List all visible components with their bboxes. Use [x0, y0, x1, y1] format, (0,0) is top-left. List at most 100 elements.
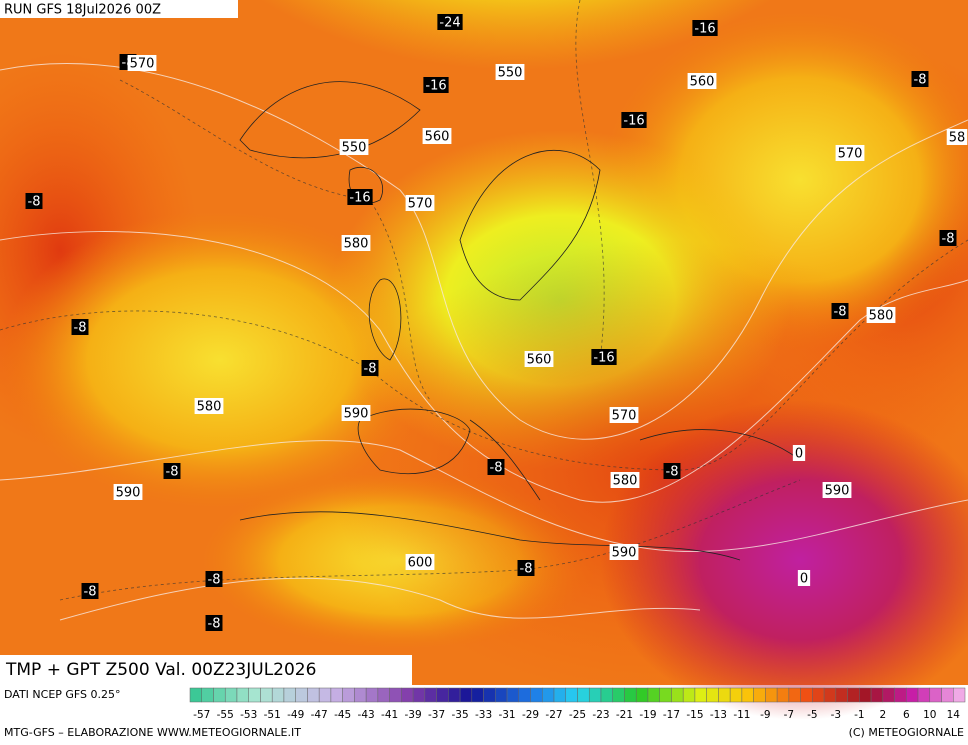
colorbar-label: -43 — [358, 709, 375, 721]
colorbar-swatch — [753, 687, 766, 703]
temperature-label-box — [487, 459, 505, 475]
colorbar-swatch — [377, 687, 390, 703]
colorbar-swatch — [741, 687, 754, 703]
height-label: 560 — [690, 75, 715, 90]
colorbar-swatch — [495, 687, 508, 703]
temperature-label-box — [205, 615, 223, 631]
height-label-box — [835, 145, 865, 161]
temperature-label: -8 — [490, 461, 503, 476]
colorbar-swatch — [917, 687, 931, 703]
temperature-label-box — [591, 349, 617, 365]
colorbar-swatch — [776, 687, 790, 703]
footer-right: (C) METEOGIORNALE — [849, 726, 964, 739]
height-label-box — [194, 398, 224, 414]
height-label: 0 — [795, 447, 803, 462]
colorbar-swatch — [213, 687, 226, 703]
colorbar-swatch — [307, 687, 320, 703]
height-label: 590 — [612, 546, 637, 561]
colorbar-swatch — [342, 687, 355, 703]
colorbar-swatch — [929, 687, 942, 703]
colorbar-swatch — [635, 687, 649, 703]
temperature-contours — [0, 0, 968, 601]
map: -24-16-16-16-16-8-8-8-8-8-8-8-16-8-8-8-8… — [0, 0, 968, 720]
colorbar-swatch — [506, 687, 520, 703]
colorbar-label: -35 — [451, 709, 468, 721]
height-label-box — [946, 129, 968, 145]
height-label: 580 — [197, 400, 222, 415]
height-label: 58 — [949, 131, 966, 146]
colorbar-swatch — [682, 687, 696, 703]
colorbar-swatch — [859, 687, 872, 703]
colorbar-label: -57 — [193, 709, 210, 721]
height-label-box — [341, 405, 371, 421]
colorbar-swatch — [729, 687, 743, 703]
colorbar-swatch — [624, 687, 637, 703]
temperature-label: -16 — [349, 191, 370, 206]
colorbar-label: -49 — [287, 709, 304, 721]
temperature-label: -8 — [208, 617, 221, 632]
colorbar-swatch — [471, 687, 484, 703]
temperature-label: -24 — [439, 16, 460, 31]
map-labels: -24 -16 -16 -16 -16 -8 -8 -8 -8 -8 -8 -8 -16 -8 -8 -8 -8… — [25, 14, 968, 632]
temperature-label-box — [663, 463, 681, 479]
height-label: 580 — [869, 309, 894, 324]
map-title: TMP + GPT Z500 Val. 00Z23JUL2026 — [5, 660, 316, 680]
temperature-label: -8 — [834, 305, 847, 320]
height-label: 560 — [425, 130, 450, 145]
colorbar-label: -51 — [264, 709, 281, 721]
colorbar-swatch — [530, 687, 543, 703]
height-contours — [0, 63, 968, 621]
temperature-label-box — [361, 360, 379, 376]
height-label: 560 — [527, 353, 552, 368]
colorbar-label: -17 — [663, 709, 680, 721]
height-label: 580 — [613, 474, 638, 489]
temperature-label-box — [831, 303, 849, 319]
height-label: 570 — [130, 57, 155, 72]
colorbar-swatch — [236, 687, 249, 703]
colorbar-swatch — [459, 687, 473, 703]
height-label: 570 — [408, 197, 433, 212]
height-label-box — [610, 472, 640, 488]
colorbar-swatch — [765, 687, 778, 703]
colorbar-label: -1 — [854, 709, 864, 721]
colorbar-swatch — [894, 687, 907, 703]
temperature-label-box — [692, 20, 718, 36]
height-label-box — [113, 484, 143, 500]
colorbar-swatch — [588, 687, 602, 703]
colorbar-label: -37 — [428, 709, 445, 721]
height-label-box — [127, 55, 157, 71]
colorbar-swatch — [882, 687, 895, 703]
colorbar-swatch — [389, 687, 402, 703]
colorbar-label: -33 — [475, 709, 492, 721]
colorbar-swatch — [612, 687, 625, 703]
height-label-box — [341, 235, 371, 251]
colorbar-swatch — [330, 687, 343, 703]
colorbar-swatch — [953, 687, 966, 703]
height-label-box — [609, 544, 639, 560]
height-label-box — [495, 64, 525, 80]
colorbar-swatch — [706, 687, 719, 703]
colorbar-swatch — [201, 687, 214, 703]
height-label: 0 — [800, 572, 808, 587]
temperature-label-box — [911, 71, 929, 87]
colorbar-swatch — [553, 687, 567, 703]
colorbar-swatch — [800, 687, 813, 703]
colorbar-label: -13 — [710, 709, 727, 721]
colorbar-label: 14 — [947, 709, 961, 721]
height-label: 570 — [838, 147, 863, 162]
colorbar-swatch — [577, 687, 590, 703]
colorbar-label: 2 — [879, 709, 886, 721]
temperature-label-box — [423, 77, 449, 93]
height-label-box — [797, 570, 811, 586]
colorbar-label: -15 — [686, 709, 703, 721]
temperature-label: -8 — [28, 195, 41, 210]
temperature-label-box — [163, 463, 181, 479]
height-label-box — [405, 195, 435, 211]
colorbar-swatch — [401, 687, 414, 703]
temperature-label-box — [81, 583, 99, 599]
colorbar-label: -39 — [405, 709, 422, 721]
temperature-label: -8 — [666, 465, 679, 480]
colorbar-label: -27 — [545, 709, 562, 721]
colorbar-swatch — [248, 687, 261, 703]
